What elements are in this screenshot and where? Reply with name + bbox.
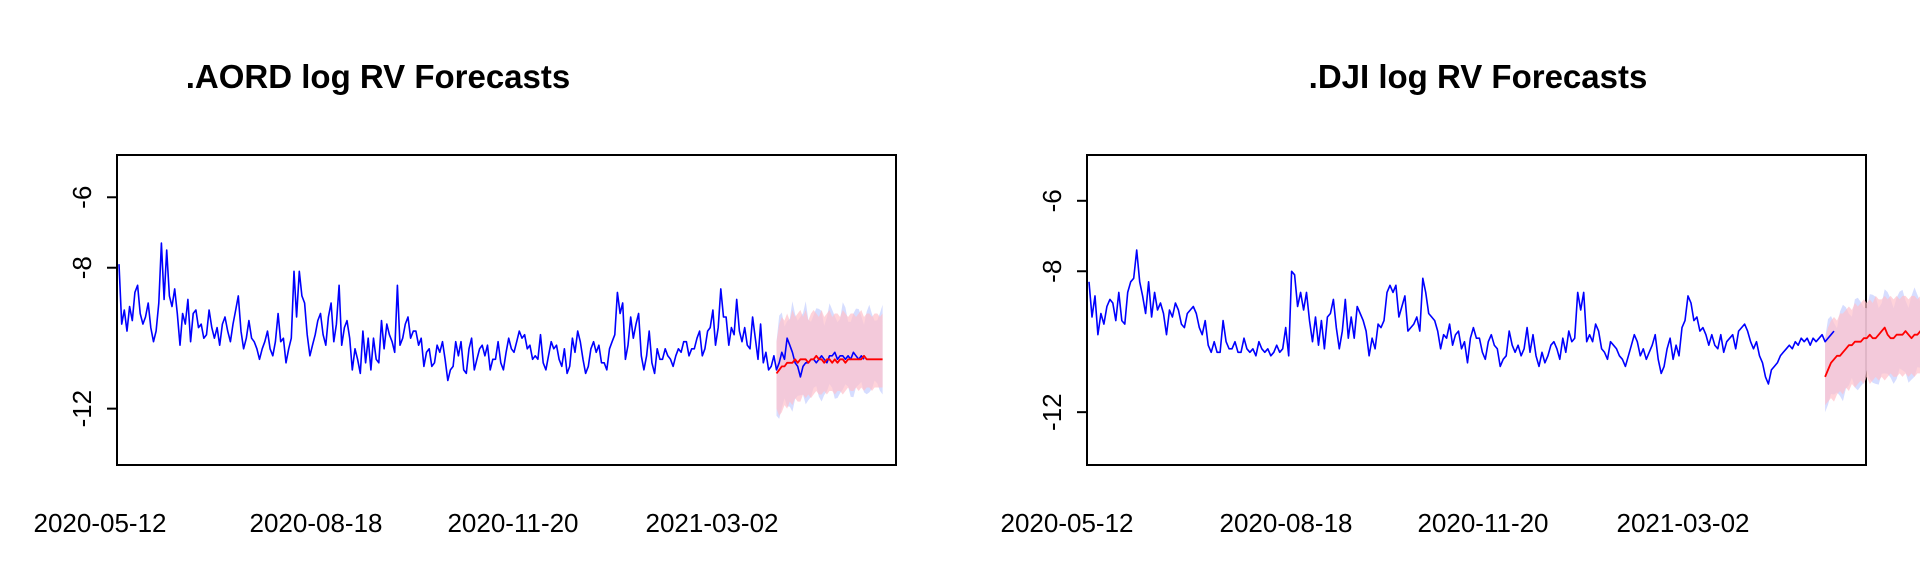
forecast-interval-band — [1825, 295, 1920, 406]
y-tick-label: -8 — [67, 256, 97, 279]
dji-forecast-panel: .DJI log RV Forecasts -6 -8 -12 2020-05-12 2… — [1001, 58, 1920, 538]
x-tick-label: 2021-03-02 — [646, 508, 779, 538]
chart-title: .AORD log RV Forecasts — [186, 58, 570, 95]
observed-series-line — [118, 242, 865, 382]
x-tick-label: 2020-08-18 — [250, 508, 383, 538]
forecast-mean-line — [1824, 326, 1920, 378]
plot-frame — [1086, 154, 1867, 466]
x-tick-label: 2020-11-20 — [447, 508, 578, 538]
x-tick-label: 2021-03-02 — [1617, 508, 1750, 538]
y-tick-label: -6 — [67, 186, 97, 209]
y-tick-label: -12 — [67, 390, 97, 428]
y-tick-label: -12 — [1037, 393, 1067, 431]
aord-forecast-panel: .AORD log RV Forecasts -6 -8 -12 2020-05-12… — [34, 58, 897, 538]
x-tick-label: 2020-08-18 — [1220, 508, 1353, 538]
y-tick-label: -8 — [1037, 260, 1067, 283]
y-tick-label: -6 — [1037, 189, 1067, 212]
plot-frame — [116, 154, 897, 466]
x-tick-label: 2020-11-20 — [1417, 508, 1548, 538]
chart-title: .DJI log RV Forecasts — [1309, 58, 1648, 95]
observed-series-line — [1088, 249, 1835, 385]
forecast-mean-line — [775, 354, 883, 374]
x-tick-label: 2020-05-12 — [34, 508, 167, 538]
forecast-interval-band — [776, 310, 883, 416]
x-tick-label: 2020-05-12 — [1001, 508, 1134, 538]
